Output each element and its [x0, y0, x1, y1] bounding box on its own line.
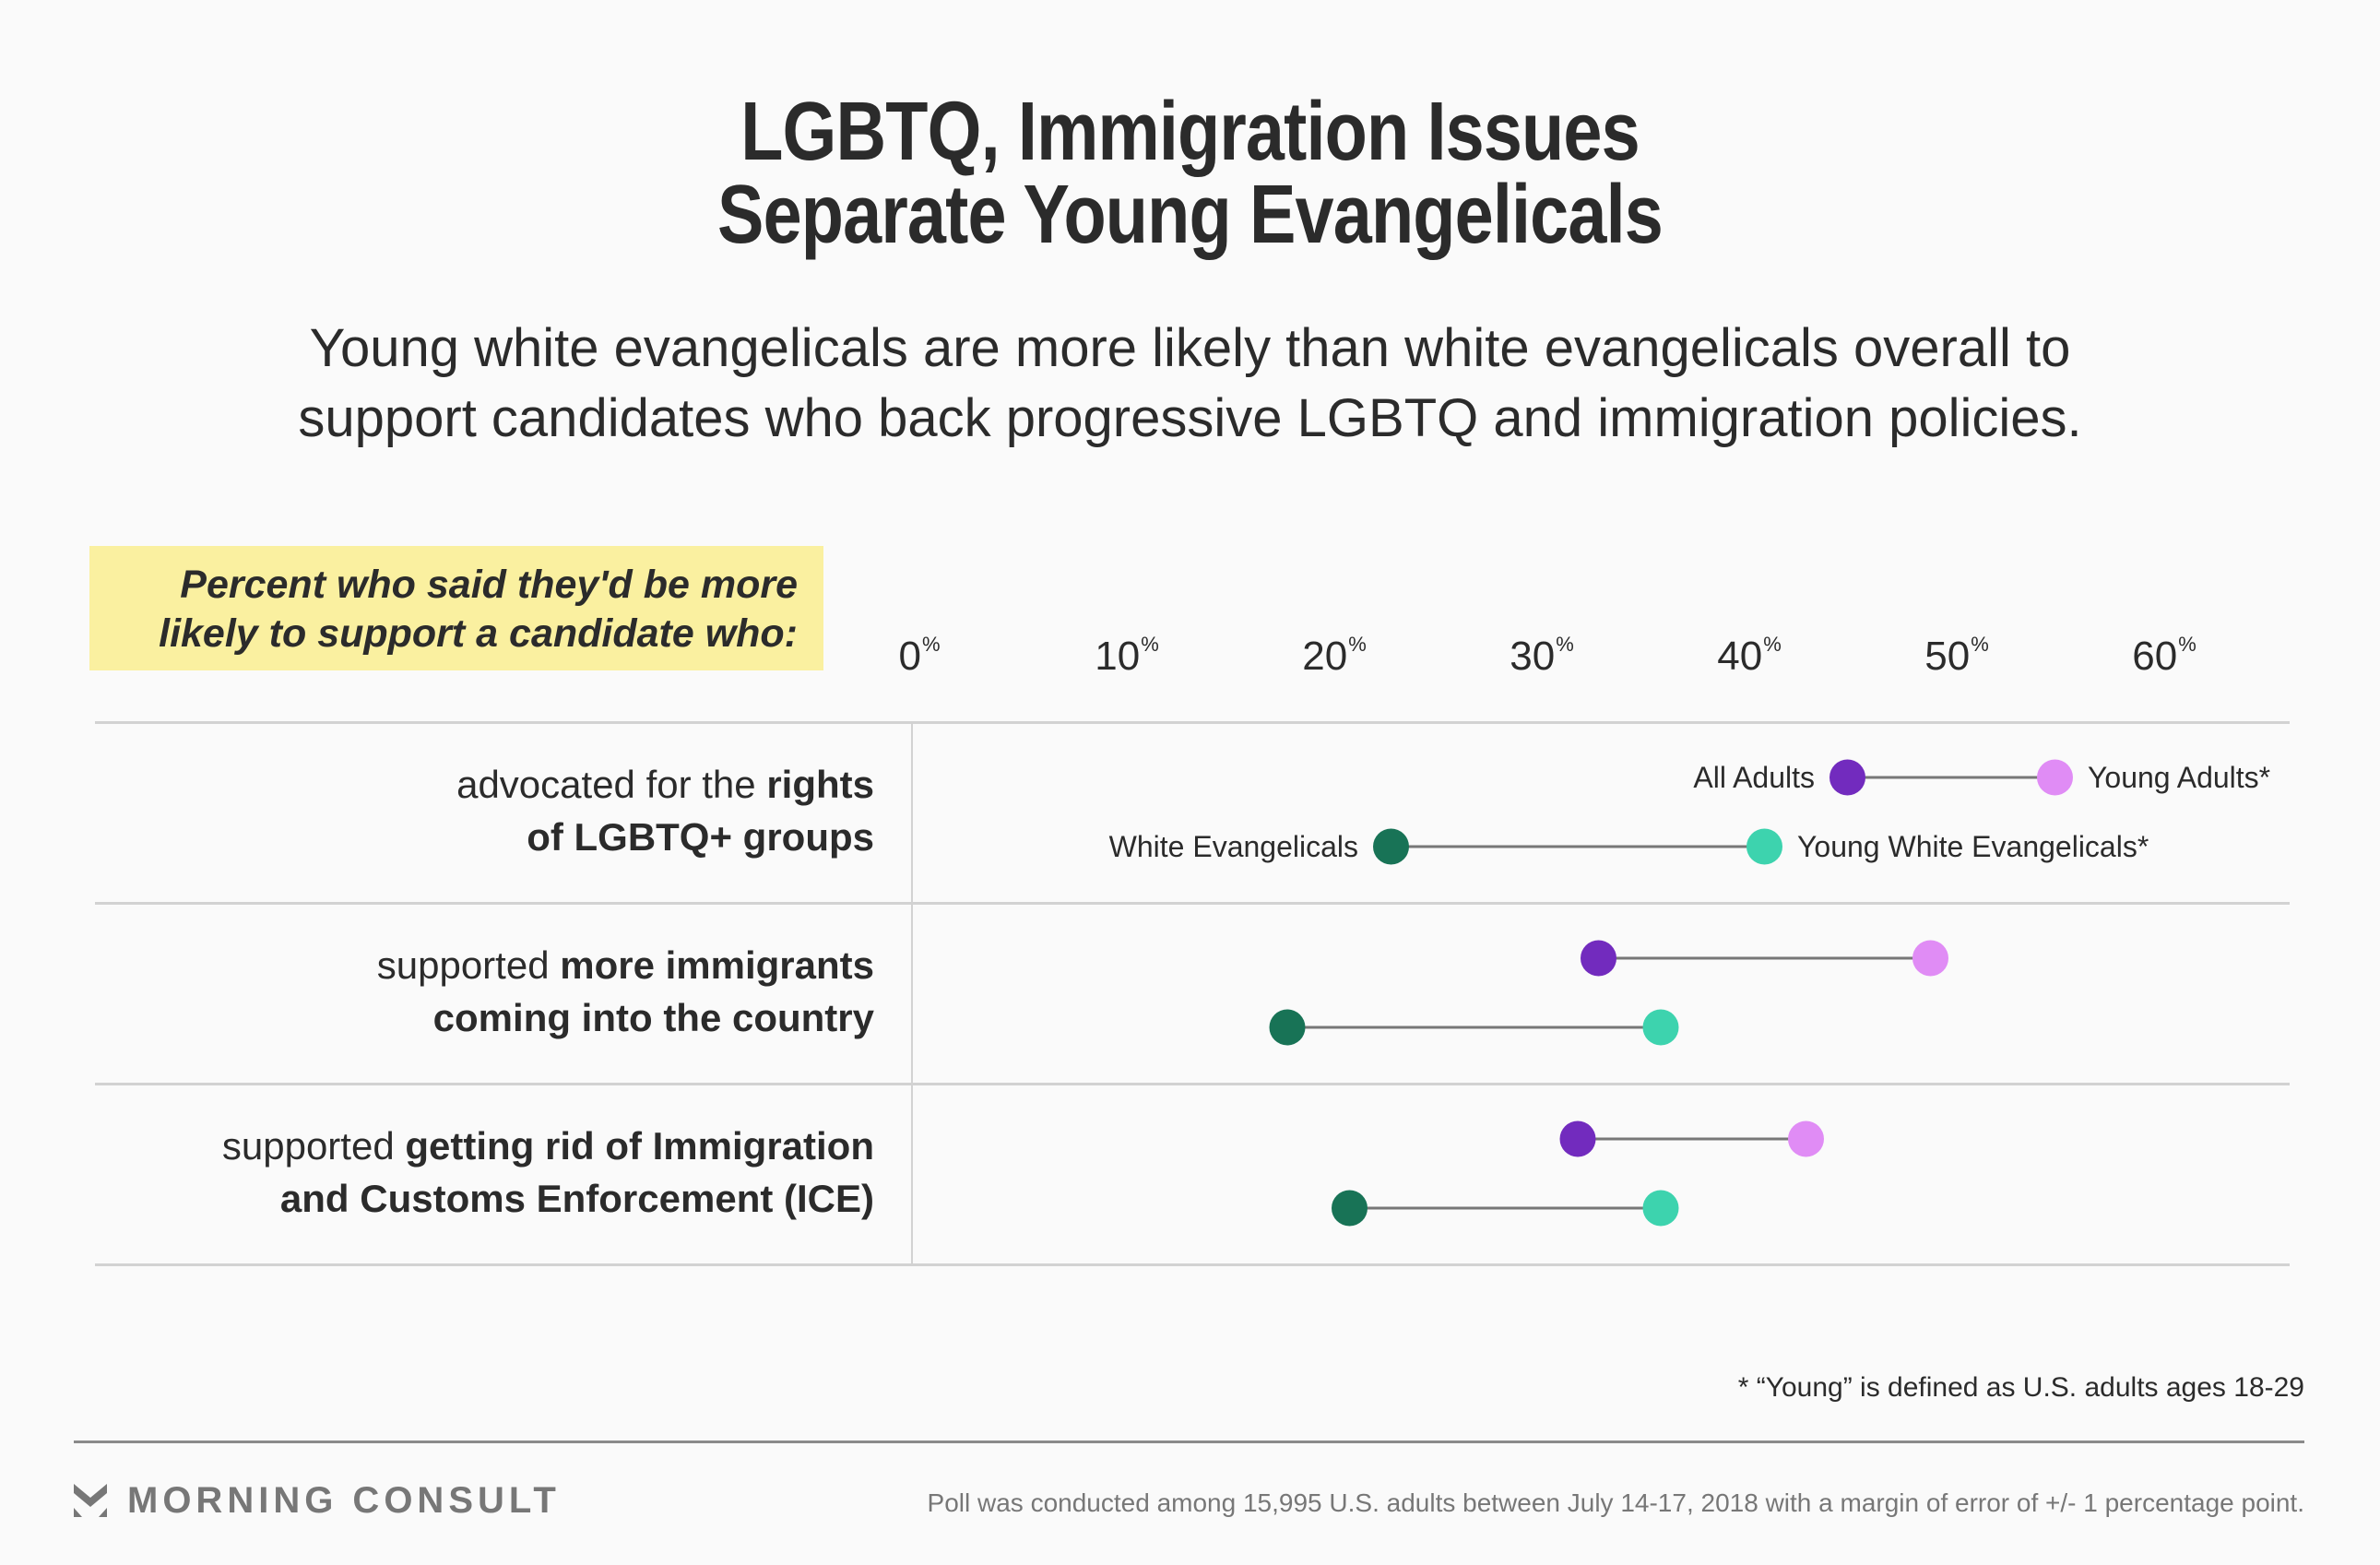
dot-young-white-evangelicals — [1642, 1190, 1679, 1227]
x-tick-suffix: % — [1348, 633, 1367, 656]
x-tick-suffix: % — [1556, 633, 1574, 656]
question-header-box: Percent who said they'd be more likely t… — [89, 546, 823, 670]
row-label-line-2: and Customs Enforcement (ICE) — [279, 1177, 874, 1220]
x-tick-label: 10% — [1095, 633, 1159, 680]
x-tick-value: 20 — [1302, 634, 1348, 679]
legend-label: Young White Evangelicals* — [1797, 830, 2149, 863]
dot-white-evangelicals — [1373, 828, 1409, 865]
question-header-line-1: Percent who said they'd be more — [180, 563, 798, 607]
dot-white-evangelicals — [1332, 1190, 1368, 1227]
dot-young-white-evangelicals — [1747, 828, 1782, 865]
row-divider — [95, 902, 2290, 905]
row-label-line-2: of LGBTQ+ groups — [527, 815, 874, 859]
chart-subtitle-line-1: Young white evangelicals are more likely… — [309, 318, 2071, 378]
x-tick-value: 0 — [898, 634, 921, 679]
axis-top-rule — [95, 721, 2290, 724]
dot-young-adults — [1912, 940, 1948, 977]
row-label-line-2: coming into the country — [432, 996, 874, 1039]
chart-subtitle: Young white evangelicals are more likely… — [0, 314, 2380, 454]
brand-name: MORNING CONSULT — [127, 1480, 561, 1521]
footer-divider — [74, 1441, 2304, 1443]
x-tick-label: 30% — [1510, 633, 1574, 680]
row-label-abolish-ice: supported getting rid of Immigration and… — [92, 1120, 874, 1225]
x-tick-suffix: % — [1141, 633, 1159, 656]
x-tick-label: 60% — [2132, 633, 2196, 680]
legend-label: White Evangelicals — [1109, 830, 1358, 863]
row-label-more-immigrants: supported more immigrants coming into th… — [92, 939, 874, 1044]
row-label-lgbtq-rights: advocated for the rights of LGBTQ+ group… — [92, 758, 874, 863]
x-tick-value: 30 — [1510, 634, 1556, 679]
x-tick-value: 50 — [1924, 634, 1971, 679]
row-divider — [95, 1083, 2290, 1085]
x-tick-label: 20% — [1302, 633, 1367, 680]
question-header-text: Percent who said they'd be more likely t… — [159, 561, 798, 658]
legend-label: Young Adults* — [2088, 761, 2270, 794]
footnote: * “Young” is defined as U.S. adults ages… — [1737, 1372, 2304, 1403]
row-label-line-1: supported more immigrants — [376, 943, 874, 987]
x-tick-value: 10 — [1095, 634, 1141, 679]
dot-young-adults — [2037, 759, 2073, 796]
chart-title-line-2: Separate Young Evangelicals — [717, 169, 1664, 261]
chart-bottom-rule — [95, 1263, 2290, 1266]
dot-white-evangelicals — [1269, 1009, 1306, 1046]
chart-title: LGBTQ, Immigration Issues Separate Young… — [0, 90, 2380, 256]
dot-all-adults — [1559, 1120, 1596, 1157]
x-tick-suffix: % — [2178, 633, 2196, 656]
x-tick-value: 40 — [1717, 634, 1763, 679]
dot-young-adults — [1788, 1120, 1824, 1157]
morning-consult-logo: MORNING CONSULT — [74, 1480, 561, 1521]
x-tick-label: 50% — [1924, 633, 1989, 680]
dot-young-white-evangelicals — [1642, 1009, 1679, 1046]
row-label-line-1: supported getting rid of Immigration — [221, 1124, 874, 1168]
dot-all-adults — [1581, 940, 1616, 977]
chart-subtitle-line-2: support candidates who back progressive … — [298, 388, 2082, 448]
zero-axis-line — [911, 723, 913, 1265]
x-tick-suffix: % — [921, 633, 941, 656]
x-tick-label: 0% — [898, 633, 940, 680]
x-tick-value: 60 — [2132, 634, 2178, 679]
question-header-line-2: likely to support a candidate who: — [159, 611, 798, 656]
poll-methodology-note: Poll was conducted among 15,995 U.S. adu… — [927, 1488, 2304, 1517]
x-tick-suffix: % — [1971, 633, 1989, 656]
x-tick-suffix: % — [1763, 633, 1782, 656]
chart-title-line-1: LGBTQ, Immigration Issues — [740, 86, 1640, 178]
dot-all-adults — [1829, 759, 1865, 796]
row-label-line-1: advocated for the rights — [456, 763, 874, 806]
legend-label: All Adults — [1693, 761, 1815, 794]
morning-consult-chevron-icon — [74, 1484, 107, 1517]
x-tick-label: 40% — [1717, 633, 1782, 680]
